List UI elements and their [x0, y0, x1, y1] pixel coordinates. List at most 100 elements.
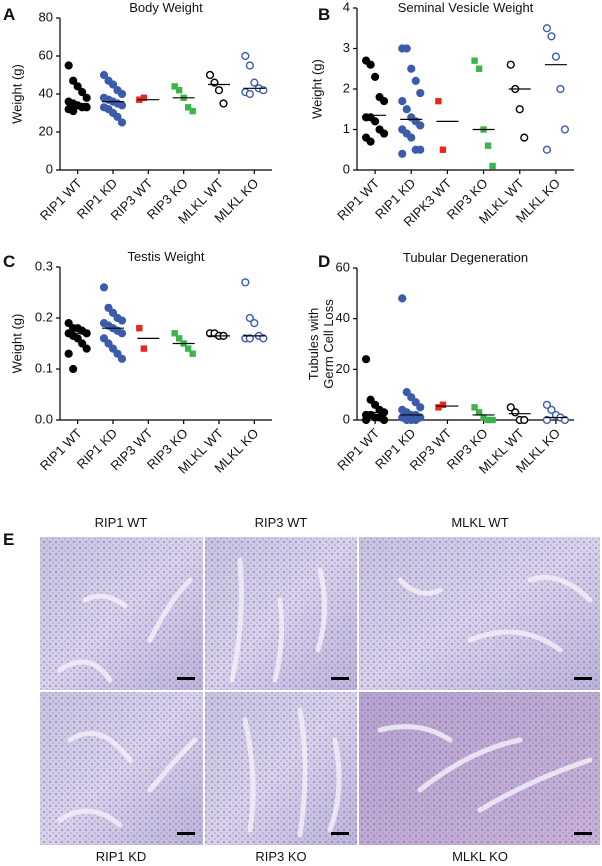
data-point [542, 400, 552, 409]
data-point [69, 106, 78, 116]
data-point [205, 70, 215, 80]
data-point [370, 72, 380, 81]
data-point [69, 76, 78, 85]
panel-letter: C [3, 252, 15, 271]
data-point [439, 146, 447, 153]
y-axis-label: Germ Cell Loss [321, 299, 336, 389]
y-tick-label: 3 [343, 40, 350, 55]
data-point [398, 97, 407, 106]
data-point [547, 405, 556, 414]
data-point [506, 403, 515, 412]
data-point [471, 404, 478, 411]
data-point [108, 80, 118, 89]
y-axis-label: Weight (g) [9, 314, 24, 374]
data-point [411, 415, 420, 425]
data-point [379, 415, 389, 425]
data-point [184, 345, 192, 352]
image-label: MLKL KO [452, 849, 508, 864]
data-point [515, 105, 524, 114]
y-tick-label: 60 [39, 47, 53, 62]
x-tick-label: RIP1 WT [334, 175, 382, 223]
y-tick-label: 4 [343, 0, 350, 14]
dot-plot: B Seminal Vesicle Weight Weight (g) 0 1 2 3 4 RI… [309, 0, 574, 230]
data-point [542, 24, 552, 33]
data-point [416, 88, 425, 98]
data-point [175, 87, 183, 94]
data-point [175, 335, 183, 342]
data-point [108, 344, 118, 353]
data-point [402, 44, 411, 53]
data-point [99, 283, 109, 292]
histology-images [40, 537, 600, 845]
data-point [245, 89, 254, 99]
data-point [520, 415, 529, 425]
histology-panel: E RIP1 WT RIP3 WT MLKL WT RIP1 KD RIP3 K… [3, 515, 600, 864]
data-point [511, 408, 520, 417]
data-point [407, 133, 416, 142]
y-tick-label: 0.3 [35, 258, 53, 273]
data-point [416, 403, 425, 412]
data-point [259, 334, 268, 343]
y-tick-label: 60 [336, 259, 350, 274]
data-point [189, 350, 196, 357]
data-point [435, 97, 442, 105]
y-tick-label: 20 [39, 123, 53, 138]
data-point [520, 133, 529, 142]
data-point [484, 142, 492, 149]
data-point [379, 129, 389, 138]
scale-bars [177, 677, 592, 835]
data-point [113, 112, 122, 121]
data-point [489, 416, 496, 424]
data-point [78, 339, 87, 348]
data-point [411, 76, 420, 86]
data-point [361, 415, 371, 425]
y-tick-label: 0.0 [35, 411, 53, 426]
data-point [117, 354, 127, 363]
data-point [69, 364, 78, 374]
data-point [171, 83, 178, 90]
y-tick-label: 40 [39, 85, 53, 100]
image-label: RIP1 WT [95, 515, 148, 530]
y-tick-label: 40 [336, 310, 350, 325]
chart-title: Body Weight [129, 0, 203, 15]
data-point [250, 319, 259, 328]
data-point [435, 404, 442, 411]
data-point [411, 398, 420, 407]
data-point [370, 117, 380, 126]
image-label: MLKL WT [451, 515, 508, 530]
data-point [117, 101, 127, 110]
data-point [104, 303, 113, 312]
data-point [250, 78, 259, 87]
data-point [366, 395, 375, 404]
data-point [214, 86, 224, 95]
chart-title: Tubular Degeneration [403, 250, 528, 265]
data-point [104, 339, 113, 348]
y-tick-label: 2 [343, 80, 350, 95]
data-point [416, 121, 425, 130]
data-point [547, 32, 556, 41]
data-point [82, 103, 91, 112]
data-point [407, 64, 416, 73]
data-point [189, 107, 196, 115]
data-point [64, 349, 73, 358]
data-point [140, 345, 148, 352]
panel-letter: E [3, 530, 14, 549]
data-point [82, 93, 91, 102]
panel-letter: A [3, 5, 15, 24]
data-point [241, 51, 250, 61]
data-point [475, 65, 483, 72]
data-point [556, 84, 565, 94]
data-point [73, 334, 82, 343]
y-tick-label: 0 [343, 161, 350, 176]
data-point [73, 82, 82, 91]
data-point [78, 87, 87, 97]
data-point [117, 329, 127, 338]
data-point [439, 401, 447, 408]
data-point [184, 104, 192, 111]
data-point [117, 89, 127, 99]
data-point [402, 105, 411, 114]
image-label: RIP3 KO [255, 849, 306, 864]
